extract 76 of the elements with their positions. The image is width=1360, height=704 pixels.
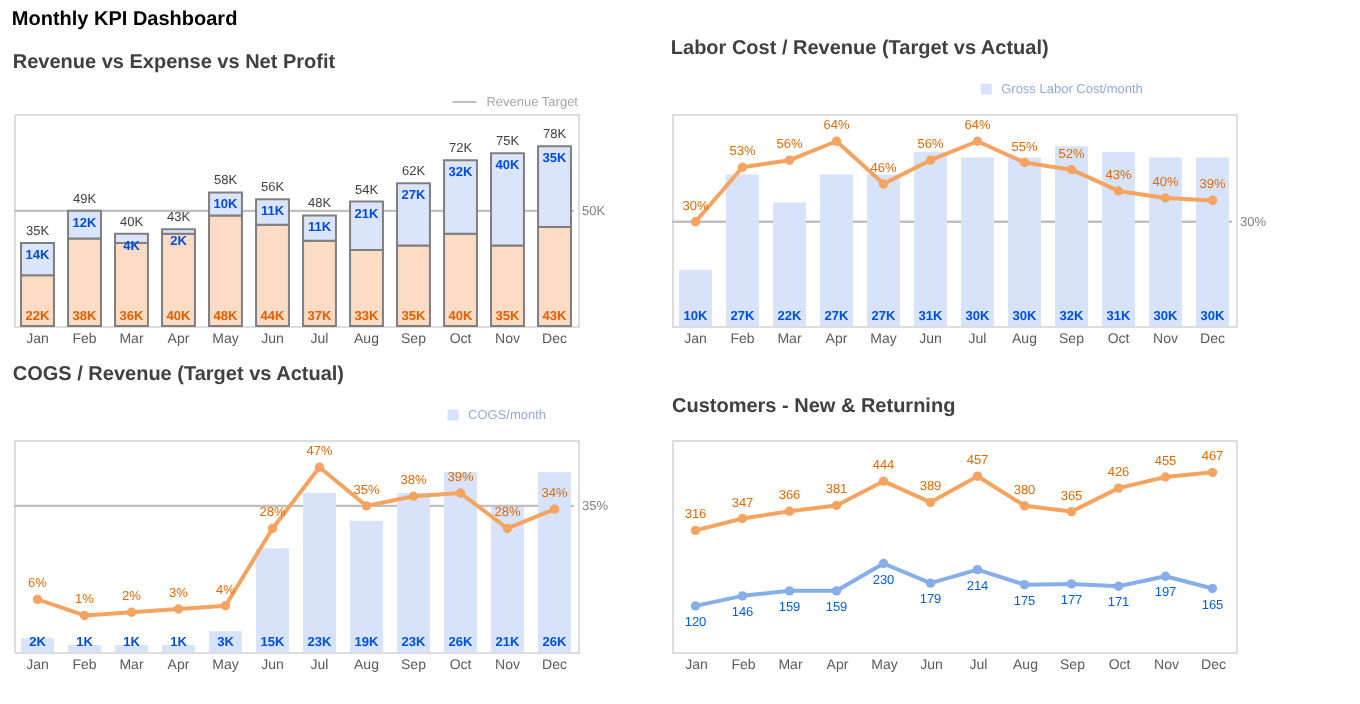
point: [32, 594, 43, 605]
point: [361, 501, 372, 511]
point: [1019, 579, 1030, 590]
text: Monthly KPI Dashboard: [11, 9, 238, 31]
point: [173, 604, 184, 614]
point: [220, 601, 231, 611]
point: [784, 586, 795, 596]
bar: [68, 645, 101, 652]
bar: [350, 520, 383, 652]
bar: [773, 202, 806, 326]
bar: [1055, 146, 1088, 326]
point: [1113, 186, 1124, 196]
bar: [867, 174, 900, 326]
point: [690, 217, 701, 227]
point: [737, 513, 748, 524]
point: [1160, 571, 1171, 581]
point: [878, 558, 889, 569]
point: [1019, 501, 1030, 511]
chart-title: Revenue vs Expense vs Net Profit: [12, 52, 337, 74]
point: [1160, 472, 1171, 482]
point: [1113, 483, 1124, 493]
bar: [256, 548, 289, 652]
point: [1066, 164, 1077, 175]
bar: [914, 151, 947, 326]
bar: [303, 493, 336, 652]
bar: [679, 269, 712, 326]
point: [1066, 579, 1077, 589]
bar: [397, 493, 430, 652]
point: [1066, 506, 1077, 517]
bar: [1008, 157, 1041, 326]
bar: [1102, 151, 1135, 326]
chart-title: Customers - New & Returning: [672, 396, 956, 418]
point: [737, 591, 748, 601]
bar: [491, 506, 524, 652]
point: [784, 506, 795, 516]
point: [502, 523, 513, 534]
bar: [961, 157, 994, 326]
bar: [1149, 157, 1182, 326]
point: [1160, 193, 1171, 203]
point: [1113, 581, 1124, 591]
point: [1207, 195, 1218, 206]
point: [831, 136, 842, 146]
point: [972, 564, 983, 575]
point: [831, 500, 842, 511]
point: [690, 601, 701, 611]
bar: [726, 174, 759, 326]
chart-title: COGS / Revenue (Target vs Actual): [12, 364, 345, 386]
bar: [1196, 157, 1229, 326]
point: [737, 162, 748, 172]
point: [314, 462, 325, 472]
point: [784, 155, 795, 165]
point: [831, 586, 842, 596]
point: [549, 504, 560, 514]
bar: [538, 472, 571, 652]
bar: [444, 472, 477, 652]
point: [126, 607, 137, 617]
chart-title: Labor Cost / Revenue (Target vs Actual): [670, 38, 1049, 60]
point: [1207, 467, 1218, 478]
point: [972, 136, 983, 146]
point: [972, 471, 983, 481]
point: [267, 523, 278, 534]
point: [79, 610, 90, 621]
bar: [115, 645, 148, 652]
point: [1207, 583, 1218, 594]
bar: [161, 232, 196, 327]
point: [925, 497, 936, 508]
bar: [162, 645, 195, 652]
point: [690, 525, 701, 536]
bar: [820, 174, 853, 326]
point: [1019, 157, 1030, 168]
point: [878, 179, 889, 189]
point: [878, 476, 889, 486]
point: [408, 491, 419, 501]
point: [925, 155, 936, 165]
point: [455, 488, 466, 498]
point: [925, 578, 936, 588]
